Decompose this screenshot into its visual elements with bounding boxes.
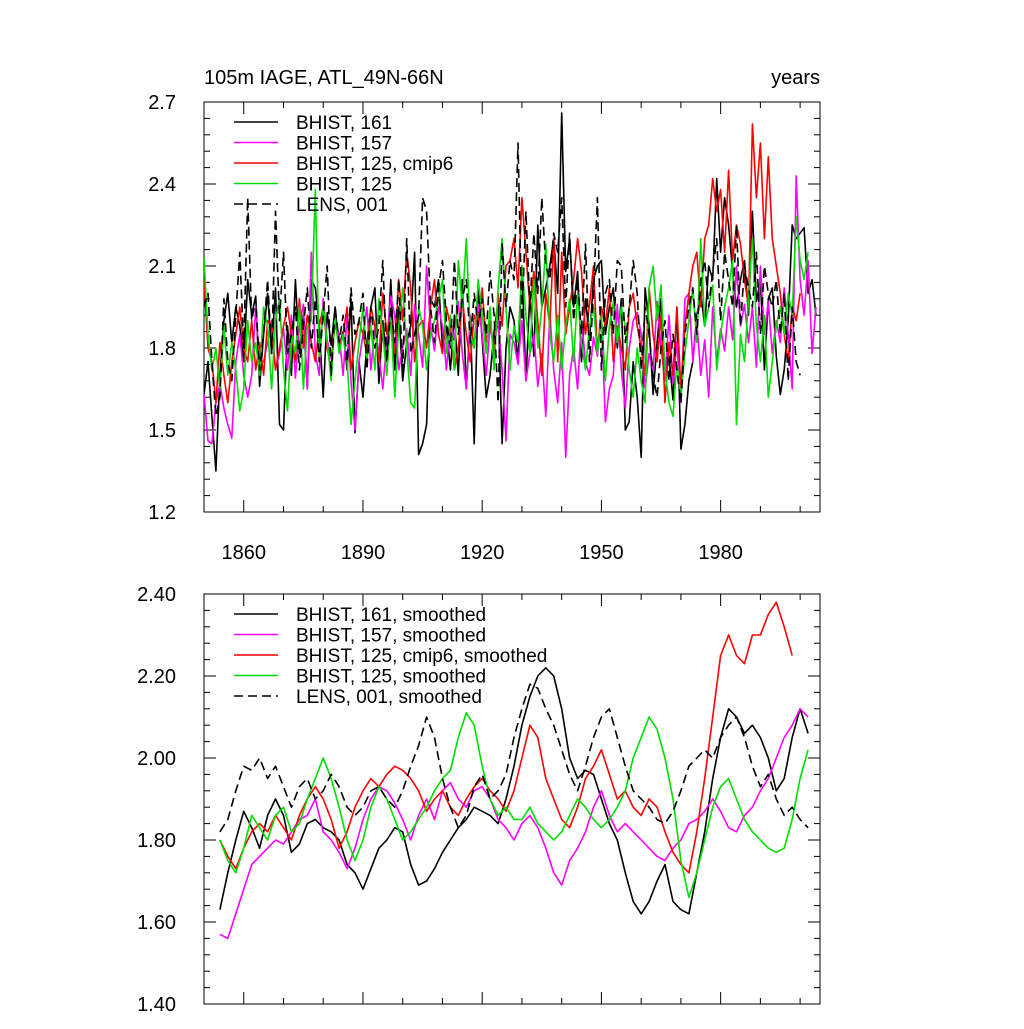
y-tick-label: 2.00	[137, 748, 176, 770]
legend-label: BHIST, 157	[296, 134, 392, 155]
plot-frame	[203, 593, 821, 1005]
chart-panel-1: 1.2 1.5 1.8 2.1 2.4 2.7 1860 1890 1920 1950 1980 10…	[148, 67, 821, 564]
series-line-5	[219, 683, 809, 833]
x-tick-label: 1860	[221, 542, 266, 564]
x-tick-label: 1950	[579, 542, 624, 564]
y-tick-label: 1.60	[137, 912, 176, 934]
series-line-3	[204, 123, 801, 404]
x-tick-label: 1890	[341, 542, 386, 564]
series-line-4	[219, 712, 809, 899]
y-tick-label: 2.40	[137, 584, 176, 606]
chart-panel-2: 1.40 1.60 1.80 2.00 2.20 2.40 BHIST, 161, smoo…	[137, 584, 821, 1016]
legend-label: BHIST, 161, smoothed	[296, 605, 486, 626]
legend-label: LENS, 001	[296, 195, 388, 216]
series-line-2	[219, 707, 809, 940]
y-tick-label: 1.8	[148, 338, 176, 360]
y-tick-label: 1.40	[137, 994, 176, 1016]
series-line-3	[219, 601, 793, 874]
series-line-5	[204, 142, 801, 418]
y-tick-label: 1.5	[148, 420, 176, 442]
x-tick-label: 1920	[460, 542, 505, 564]
legend-label: BHIST, 125	[296, 175, 392, 196]
y-tick-label: 2.20	[137, 666, 176, 688]
y-tick-label: 1.2	[148, 502, 176, 524]
series-lines	[219, 601, 809, 940]
x-tick-label: 1980	[698, 542, 743, 564]
legend-label: BHIST, 125, smoothed	[296, 667, 486, 688]
chart-title: 105m IAGE, ATL_49N-66N	[204, 67, 444, 89]
series-line-1	[219, 666, 809, 915]
legend-label: BHIST, 161	[296, 113, 392, 134]
y-tick-label: 2.1	[148, 256, 176, 278]
legend-label: BHIST, 125, cmip6	[296, 154, 453, 175]
y-tick-label: 2.7	[148, 92, 176, 114]
legend-label: BHIST, 157, smoothed	[296, 626, 486, 647]
series-line-4	[204, 188, 809, 426]
y-tick-label: 2.4	[148, 174, 176, 196]
legend-label: LENS, 001, smoothed	[296, 687, 482, 708]
units-label: years	[771, 67, 820, 89]
legend-label: BHIST, 125, cmip6, smoothed	[296, 646, 547, 667]
y-tick-label: 1.80	[137, 830, 176, 852]
series-lines	[204, 112, 817, 472]
